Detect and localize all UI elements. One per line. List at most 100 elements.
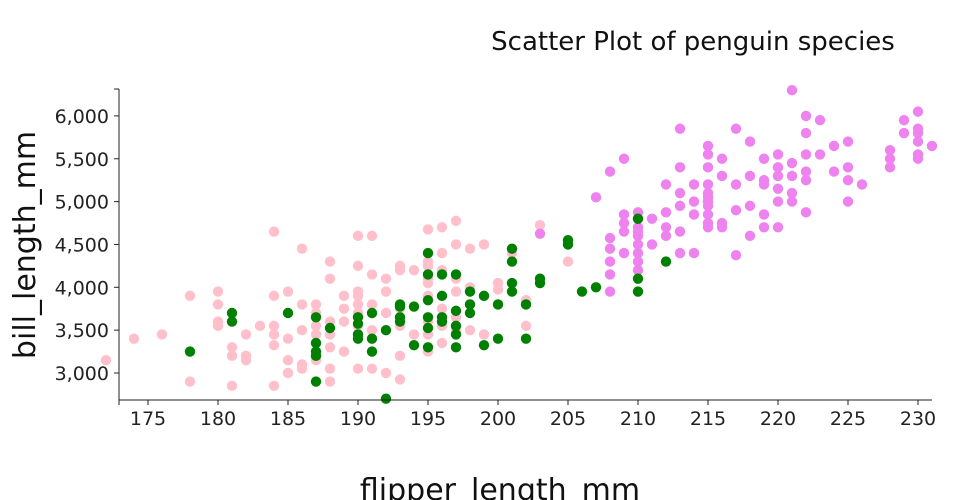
data-point [786,196,798,207]
y-axis-ticks: 3,000 3,500 4,000 4,500 5,000 5,500 6,000 [55,88,119,385]
data-point [450,269,462,280]
data-point [366,363,378,374]
data-point [912,127,924,139]
x-tick-label: 225 [830,408,866,430]
data-point [436,337,448,349]
data-point [786,170,798,182]
data-point [562,239,574,250]
data-point [310,320,322,332]
data-point [478,339,490,351]
data-point [184,376,196,387]
data-point [632,256,644,267]
data-point [604,269,616,280]
data-point [436,269,448,280]
data-point [590,282,602,293]
data-point [352,299,364,310]
data-point [408,329,420,340]
data-point [408,339,420,351]
data-point [450,320,462,332]
data-point [912,153,924,164]
data-point [506,256,518,267]
data-point [464,243,476,254]
data-point [884,153,896,164]
data-point [310,350,322,362]
data-point [366,333,378,344]
y-tick-label: 6,000 [55,106,109,128]
x-tick-label: 210 [620,408,656,430]
data-point [604,232,616,244]
data-point [744,230,756,242]
data-point [422,294,434,306]
data-point [772,149,784,160]
data-point [674,226,686,237]
data-point [338,290,350,302]
data-point [492,284,504,295]
data-point [268,290,280,302]
data-point [268,380,280,392]
data-point [730,179,742,190]
data-point [562,256,574,267]
data-point [240,329,252,340]
data-point [184,290,196,302]
data-point [310,329,322,340]
data-point [296,363,308,374]
data-point [436,222,448,233]
data-point [884,144,896,156]
data-point [758,179,770,190]
data-point [772,196,784,207]
data-point [744,200,756,212]
data-point [618,226,630,237]
data-point [772,170,784,182]
data-point [422,224,434,235]
data-point [604,256,616,267]
x-tick-label: 220 [760,408,796,430]
data-point [268,226,280,237]
data-point [842,162,854,173]
data-point [310,299,322,310]
x-tick-label: 190 [340,408,376,430]
y-tick-label: 4,000 [55,277,109,299]
data-point [380,367,392,379]
data-point [226,342,238,353]
data-point [338,346,350,357]
data-point [282,367,294,379]
data-point [730,204,742,216]
data-point [660,230,672,242]
data-point [772,183,784,194]
data-point [324,322,336,334]
data-point [758,222,770,233]
data-point [520,333,532,344]
data-point [422,322,434,334]
data-point [422,342,434,353]
y-tick-label: 5,500 [55,149,109,171]
data-point [618,153,630,164]
data-point [534,219,546,231]
data-point [282,286,294,297]
data-point [534,277,546,289]
data-point [352,260,364,272]
data-point [366,230,378,242]
data-point [296,299,308,310]
y-tick-label: 3,500 [55,320,109,342]
data-point [632,273,644,284]
x-tick-label: 200 [480,408,516,430]
data-point [436,303,448,314]
data-point [184,346,196,357]
data-point [800,110,812,122]
data-point [646,239,658,250]
data-point [324,256,336,267]
data-point [660,207,672,218]
data-point [296,243,308,254]
data-point [212,286,224,297]
data-point [282,354,294,366]
data-point [212,299,224,310]
x-tick-label: 215 [690,408,726,430]
data-point [632,239,644,250]
data-point [632,213,644,224]
data-point [352,290,364,302]
data-point [702,209,714,220]
data-point [674,162,686,173]
data-point [702,222,714,233]
data-point [100,354,112,366]
data-point [254,320,266,332]
